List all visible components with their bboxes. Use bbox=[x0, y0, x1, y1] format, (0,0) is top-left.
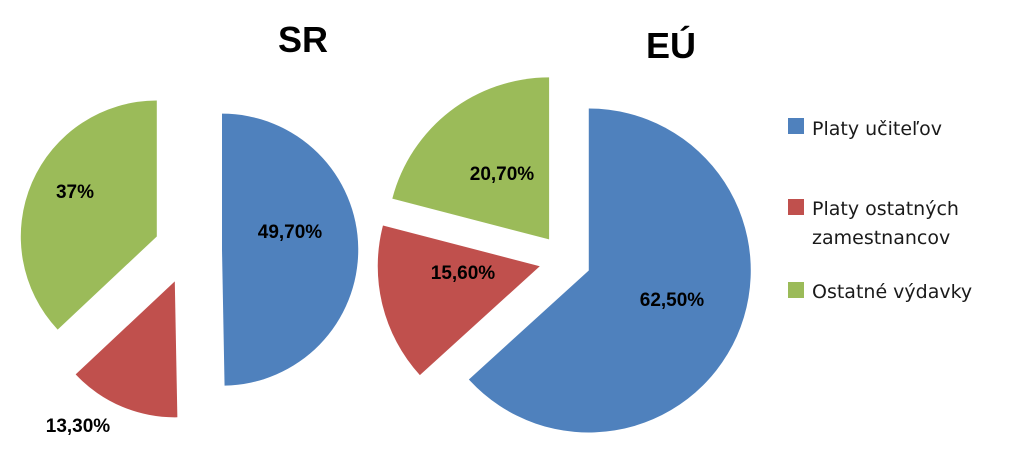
legend-label: Platy ostatných bbox=[812, 198, 959, 220]
slice-platy-ostatnych-zamestnancov bbox=[75, 281, 178, 418]
legend-swatch bbox=[788, 199, 804, 215]
legend-label: Ostatné výdavky bbox=[812, 281, 972, 303]
legend-item-ostatne-vydavky: Ostatné výdavky bbox=[788, 281, 972, 303]
slice-labels-sr: 49,70% 13,30% 37% bbox=[46, 182, 323, 437]
data-label-platy-ucitelov: 49,70% bbox=[258, 222, 323, 243]
chart-title-sr: SR bbox=[278, 19, 328, 60]
slices-sr bbox=[20, 100, 359, 418]
legend-label: zamestnancov bbox=[812, 227, 950, 249]
slice-ostatne-vydavky bbox=[20, 100, 157, 330]
slice-platy-ostatnych-zamestnancov bbox=[377, 225, 540, 376]
slice-ostatne-vydavky bbox=[392, 77, 550, 240]
slice-platy-ucitelov bbox=[222, 113, 359, 386]
data-label-platy-ostatnych-zamestnancov: 15,60% bbox=[431, 263, 496, 284]
legend: Platy učiteľov Platy ostatných zamestnanco… bbox=[788, 118, 972, 303]
legend-label: Platy učiteľov bbox=[812, 118, 942, 140]
pie-chart-sr: SR 49,70% 13,30% 37% bbox=[20, 19, 359, 437]
legend-item-platy-ostatnych-zamestnancov: Platy ostatných zamestnancov bbox=[788, 198, 959, 249]
legend-swatch bbox=[788, 282, 804, 298]
data-label-ostatne-vydavky: 37% bbox=[56, 182, 94, 203]
data-label-platy-ucitelov: 62,50% bbox=[640, 290, 705, 311]
legend-item-platy-ucitelov: Platy učiteľov bbox=[788, 118, 942, 140]
slice-platy-ucitelov bbox=[468, 108, 751, 433]
data-label-platy-ostatnych-zamestnancov: 13,30% bbox=[46, 416, 111, 437]
chart-title-eu: EÚ bbox=[646, 24, 696, 66]
pie-chart-eu: EÚ 62,50% 15,60% 20,70% bbox=[377, 24, 751, 433]
slices-eu bbox=[377, 77, 751, 433]
data-label-ostatne-vydavky: 20,70% bbox=[470, 164, 535, 185]
slice-labels-eu: 62,50% 15,60% 20,70% bbox=[431, 164, 705, 311]
legend-swatch bbox=[788, 118, 804, 134]
